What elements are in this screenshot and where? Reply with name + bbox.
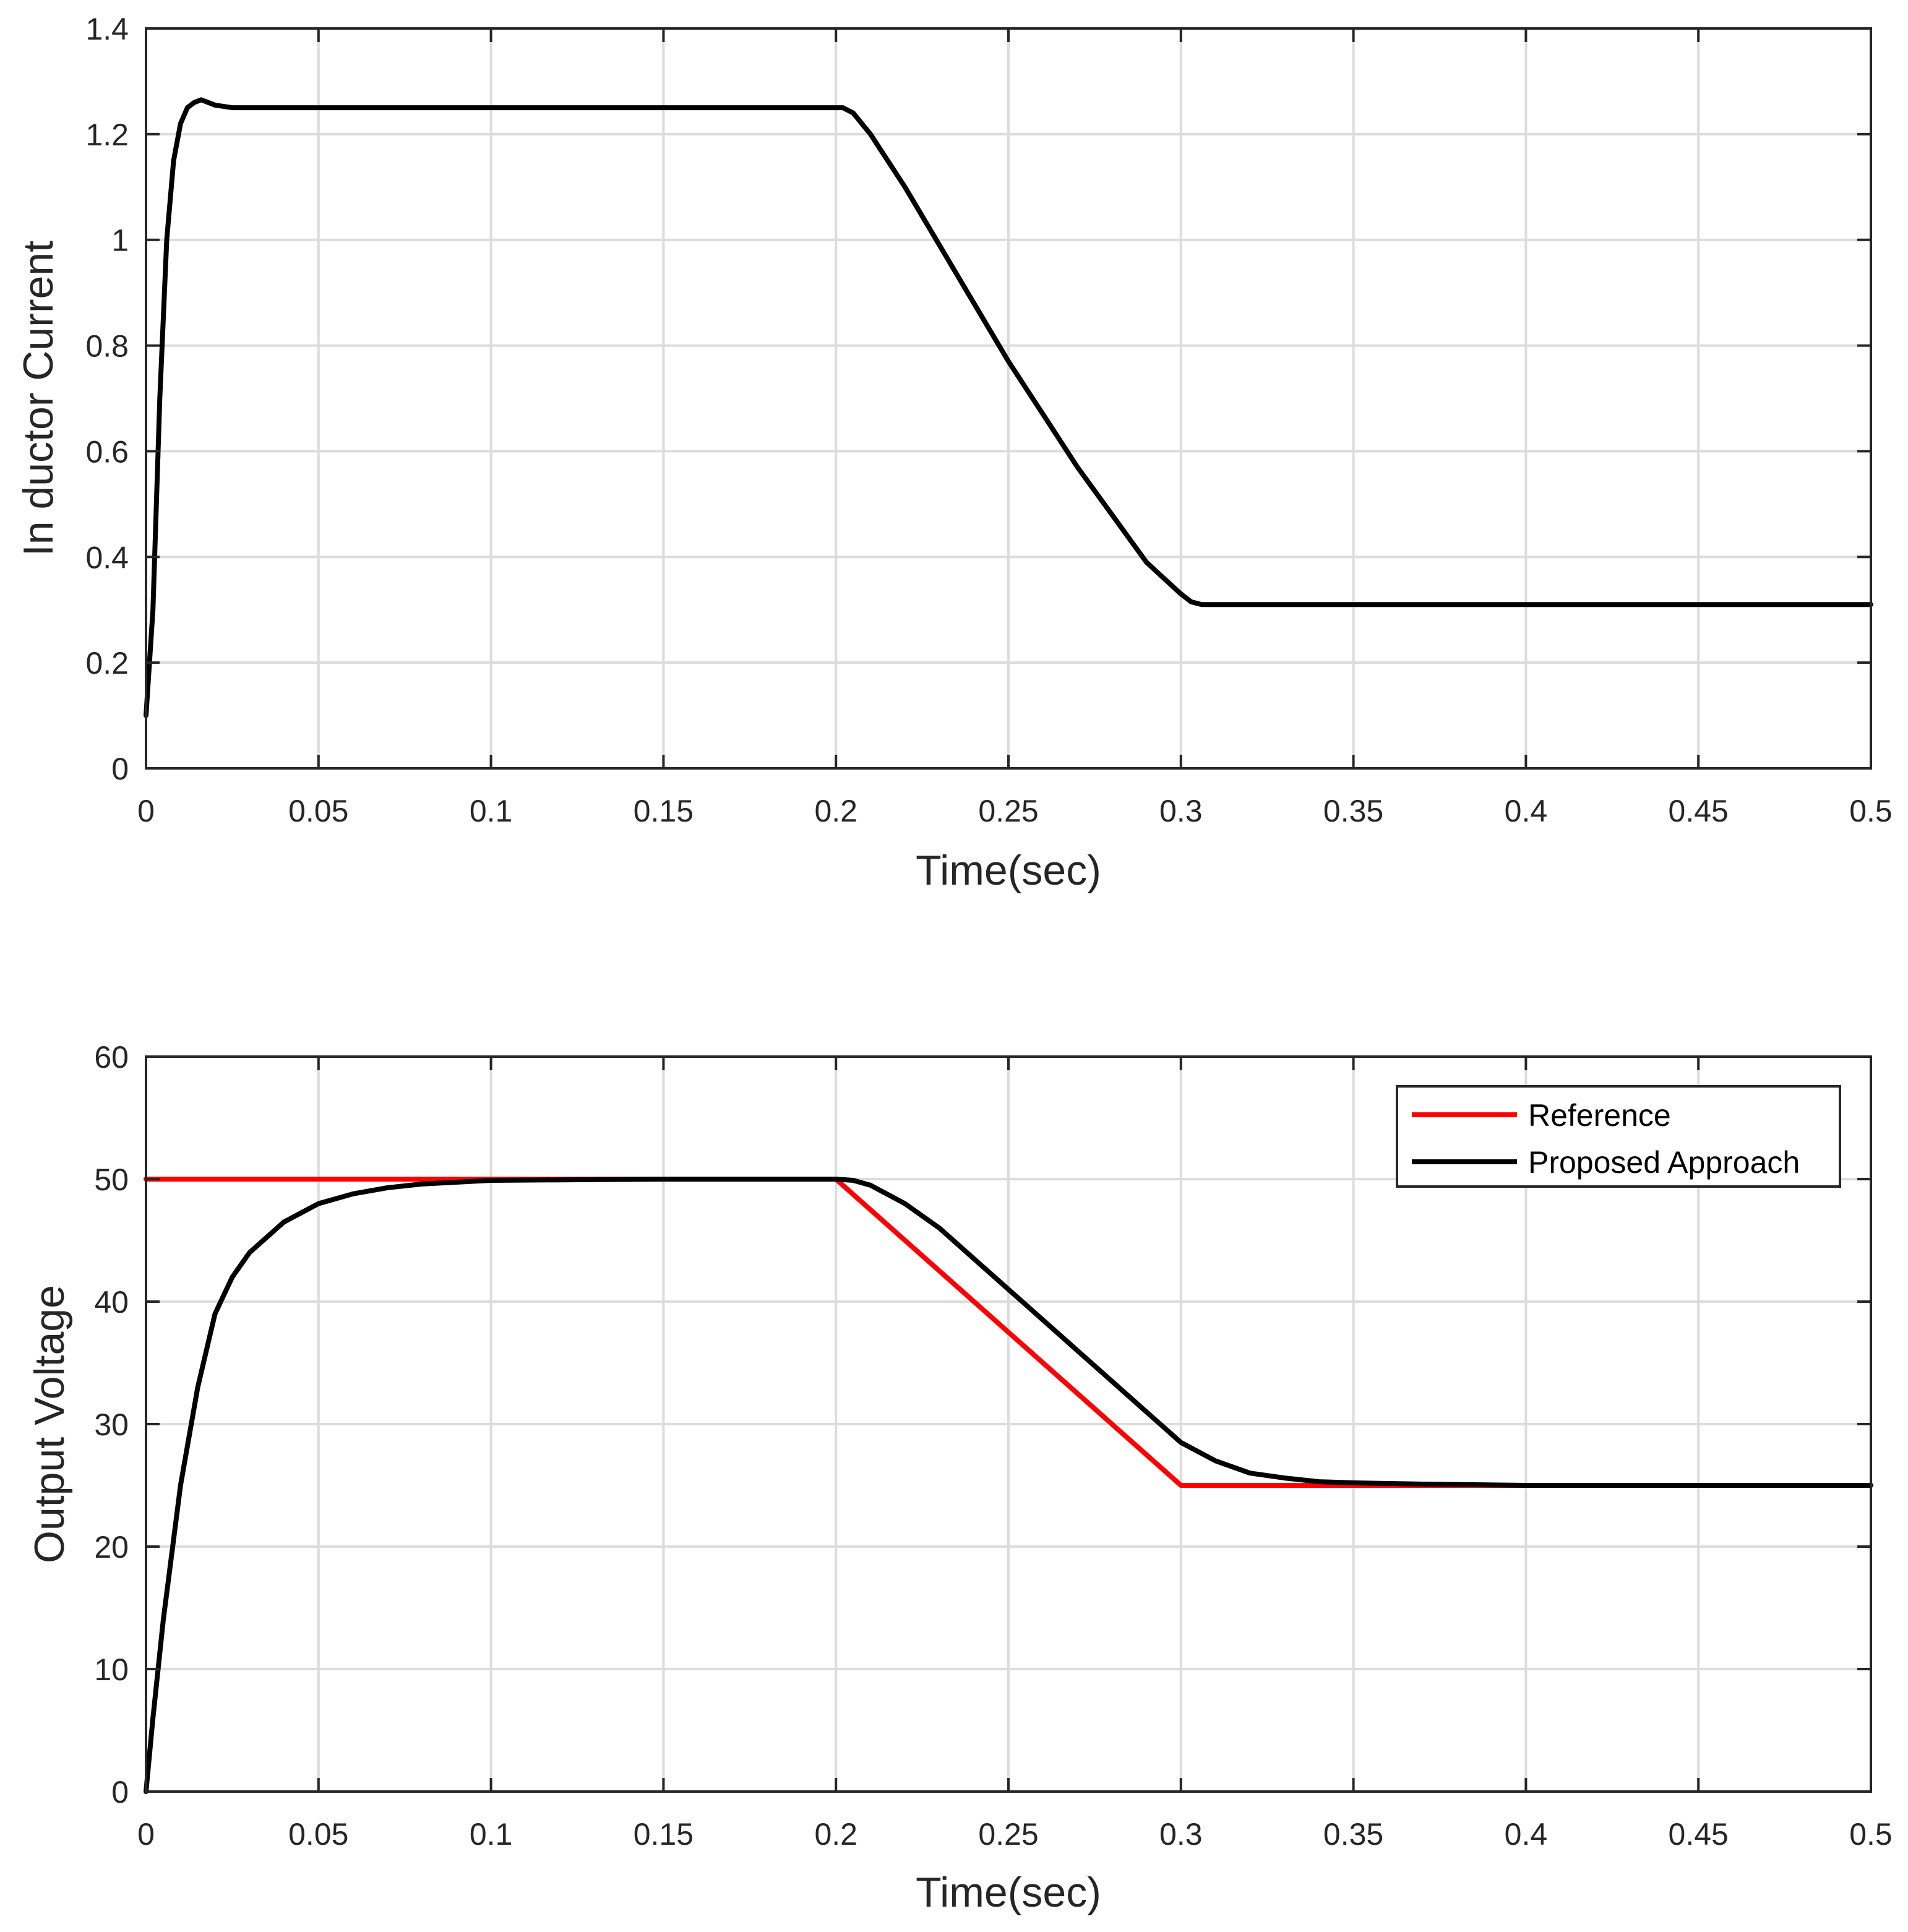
- y-tick-label: 50: [94, 1162, 129, 1197]
- x-tick-label: 0.5: [1849, 1817, 1893, 1852]
- x-tick-label: 0.1: [470, 794, 513, 828]
- grid-lines: [146, 28, 1871, 768]
- y-tick-label: 0: [111, 1775, 129, 1810]
- output-voltage-chart: 0 0.05 0.1 0.15 0.2 0.25 0.3 0.35 0.4 0.45 0.5 0 10…: [26, 1040, 1893, 1916]
- legend-label-proposed-approach: Proposed Approach: [1528, 1145, 1800, 1180]
- y-tick-label: 1.4: [85, 12, 129, 46]
- y-tick-label: 1: [111, 223, 129, 258]
- x-tick-label: 0.45: [1669, 1817, 1729, 1852]
- y-tick-label: 0.4: [85, 540, 129, 575]
- x-tick-label: 0: [137, 794, 155, 828]
- x-tick-label: 0.2: [814, 1817, 857, 1852]
- y-tick-label: 20: [94, 1530, 129, 1565]
- x-tick-labels: 0 0.05 0.1 0.15 0.2 0.25 0.3 0.35 0.4 0.45 0.5: [137, 794, 1893, 828]
- y-tick-label: 0.6: [85, 434, 129, 469]
- legend-label-reference: Reference: [1528, 1098, 1671, 1133]
- x-tick-label: 0.35: [1323, 1817, 1383, 1852]
- y-tick-label: 0.8: [85, 329, 129, 364]
- y-tick-labels: 0 0.2 0.4 0.6 0.8 1 1.2 1.4: [85, 12, 129, 786]
- y-tick-label: 40: [94, 1285, 129, 1320]
- tick-marks: [145, 1055, 1872, 1793]
- x-tick-label: 0.05: [288, 1817, 348, 1852]
- grid-lines: [146, 1057, 1871, 1792]
- x-tick-label: 0.4: [1505, 794, 1548, 828]
- y-tick-labels: 0 10 20 30 40 50 60: [94, 1040, 129, 1810]
- y-tick-label: 0.2: [85, 646, 129, 680]
- series-lines: [144, 97, 1873, 718]
- legend-box: [1396, 1085, 1841, 1188]
- x-tick-label: 0.3: [1159, 1817, 1203, 1852]
- x-axis-label: Time(sec): [916, 847, 1101, 894]
- x-tick-label: 0.4: [1505, 1817, 1548, 1852]
- inductor-current-chart: 0 0.05 0.1 0.15 0.2 0.25 0.3 0.35 0.4 0.45 0.5 0 0.…: [15, 12, 1893, 894]
- x-tick-label: 0.45: [1669, 794, 1729, 828]
- legend: Reference Proposed Approach: [1396, 1085, 1841, 1188]
- y-axis-label: In ductor Current: [15, 241, 62, 556]
- x-tick-label: 0.5: [1849, 794, 1893, 828]
- x-tick-label: 0.05: [288, 794, 348, 828]
- x-tick-label: 0.15: [634, 794, 694, 828]
- y-tick-label: 60: [94, 1040, 129, 1075]
- y-tick-label: 1.2: [85, 118, 129, 152]
- x-tick-label: 0.35: [1323, 794, 1383, 828]
- x-tick-label: 0: [137, 1817, 155, 1852]
- x-axis-label: Time(sec): [916, 1869, 1101, 1916]
- tick-marks: [145, 27, 1872, 770]
- series-line: [144, 97, 1873, 718]
- x-tick-label: 0.25: [978, 794, 1038, 828]
- x-tick-label: 0.15: [634, 1817, 694, 1852]
- x-tick-label: 0.3: [1159, 794, 1203, 828]
- y-tick-label: 10: [94, 1652, 129, 1687]
- x-tick-labels: 0 0.05 0.1 0.15 0.2 0.25 0.3 0.35 0.4 0.45 0.5: [137, 1817, 1893, 1852]
- series-line-proposed-approach: [144, 1177, 1873, 1794]
- x-tick-label: 0.1: [470, 1817, 513, 1852]
- series-lines: [144, 1177, 1873, 1794]
- x-tick-label: 0.25: [978, 1817, 1038, 1852]
- y-tick-label: 30: [94, 1407, 129, 1442]
- x-tick-label: 0.2: [814, 794, 857, 828]
- y-axis-label: Output Voltage: [26, 1285, 73, 1563]
- y-tick-label: 0: [111, 752, 129, 786]
